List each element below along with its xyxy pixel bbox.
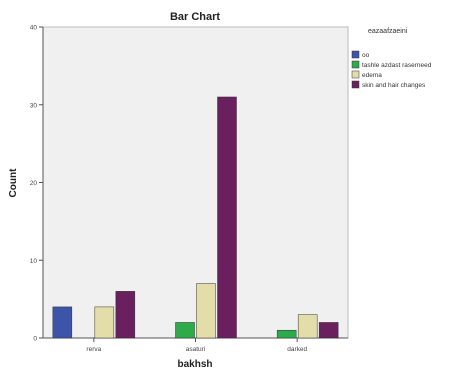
x-axis-label: bakhsh [177,359,212,370]
legend-swatch [351,70,360,79]
bar [196,283,216,339]
legend-title: eazaafzaeini [368,28,408,35]
bar [94,306,115,339]
axes: 0 10 20 30 40 rerva asaturi darked [30,25,348,353]
plot-area [42,26,349,339]
legend-entry: oo [362,52,370,59]
bar [175,322,195,339]
chart-title: Bar Chart [170,11,220,23]
legend-entry: edema [362,72,382,79]
bar [115,291,136,339]
legend-swatch [351,50,360,59]
bar [318,322,339,339]
y-tick-label: 10 [30,258,38,265]
x-tick-label: asaturi [186,346,206,353]
y-tick-label: 40 [30,25,38,32]
legend-entry: tashle azdast raserneed [362,62,432,69]
bar [276,329,297,339]
x-tick-label: darked [287,346,307,353]
bar [217,96,237,339]
bar [52,306,73,339]
y-tick-label: 20 [30,180,38,187]
y-tick-label: 30 [30,102,38,109]
legend-swatch [351,60,360,69]
y-axis-label: Count [8,168,19,198]
x-tick-label: rerva [86,346,101,353]
bars-group [52,96,339,339]
bar [297,314,318,339]
legend-swatch [351,80,360,89]
y-tick-label: 0 [33,336,37,343]
legend: eazaafzaeini oo tashle azdast raserneed ed… [351,28,432,89]
legend-entry: skin and hair changes [362,82,426,89]
